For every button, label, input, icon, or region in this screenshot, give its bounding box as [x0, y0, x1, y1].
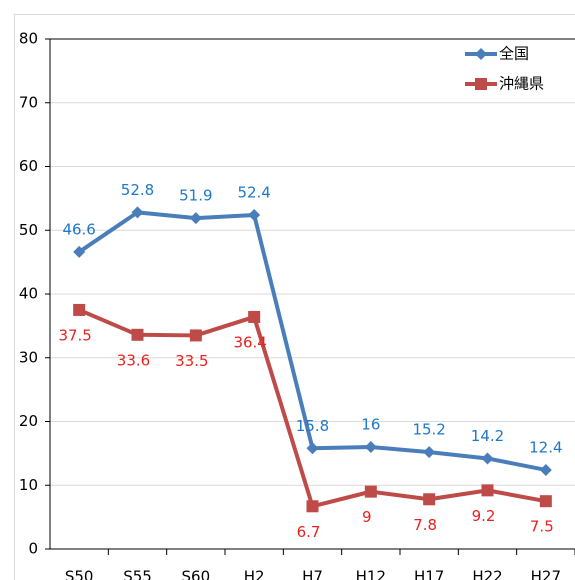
legend-marker — [475, 48, 487, 60]
point — [131, 206, 144, 219]
point — [306, 500, 319, 513]
point — [364, 485, 377, 498]
data-label: 52.8 — [121, 181, 154, 199]
y-tick-label: 10 — [19, 476, 38, 494]
data-label: 37.5 — [58, 326, 91, 344]
data-label: 16 — [361, 416, 380, 434]
legend-label: 沖縄県 — [499, 75, 544, 93]
point — [423, 446, 436, 459]
data-label: 12.4 — [529, 438, 562, 456]
data-label: 15.8 — [296, 417, 329, 435]
data-label: 33.5 — [175, 352, 208, 370]
y-tick-label: 50 — [19, 221, 38, 239]
point — [189, 329, 202, 342]
point — [131, 328, 144, 341]
chart-frame — [14, 14, 575, 580]
y-tick-label: 70 — [19, 93, 38, 111]
y-tick-label: 40 — [19, 285, 38, 303]
point — [539, 495, 552, 508]
x-tick-label: H7 — [302, 568, 323, 580]
point — [306, 442, 319, 455]
x-tick-label: H22 — [472, 568, 502, 580]
data-label: 15.2 — [412, 421, 445, 439]
data-label: 6.7 — [297, 523, 321, 541]
data-label: 7.5 — [530, 518, 554, 536]
point — [481, 452, 494, 465]
point — [73, 245, 86, 258]
point — [248, 310, 261, 323]
y-tick-label: 30 — [19, 348, 38, 366]
data-label: 36.4 — [233, 333, 266, 351]
x-tick-label: H2 — [244, 568, 265, 580]
series-line — [78, 308, 547, 509]
data-label: 9.2 — [472, 507, 496, 525]
x-tick-label: H17 — [414, 568, 444, 580]
point — [423, 493, 436, 506]
point — [539, 463, 552, 476]
data-label: 14.2 — [471, 427, 504, 445]
y-tick-label: 80 — [19, 30, 38, 48]
x-tick-label: S55 — [123, 568, 152, 580]
data-label: 46.6 — [62, 220, 95, 238]
data-label: 9 — [362, 508, 372, 526]
legend-label: 全国 — [499, 45, 529, 63]
point — [364, 441, 377, 453]
point — [481, 484, 494, 497]
data-label: 52.4 — [237, 183, 270, 201]
data-label: 51.9 — [179, 187, 212, 205]
y-tick-label: 60 — [19, 157, 38, 175]
legend-marker — [475, 78, 487, 90]
x-tick-label: H27 — [531, 568, 561, 580]
data-label: 33.6 — [117, 351, 150, 369]
y-tick-label: 0 — [28, 540, 38, 558]
data-label: 7.8 — [413, 516, 437, 534]
y-tick-label: 20 — [19, 412, 38, 430]
x-tick-label: S50 — [65, 568, 94, 580]
point — [248, 208, 261, 221]
x-tick-label: S60 — [182, 568, 211, 580]
point — [73, 303, 86, 316]
point — [189, 212, 202, 225]
x-tick-label: H12 — [356, 568, 386, 580]
